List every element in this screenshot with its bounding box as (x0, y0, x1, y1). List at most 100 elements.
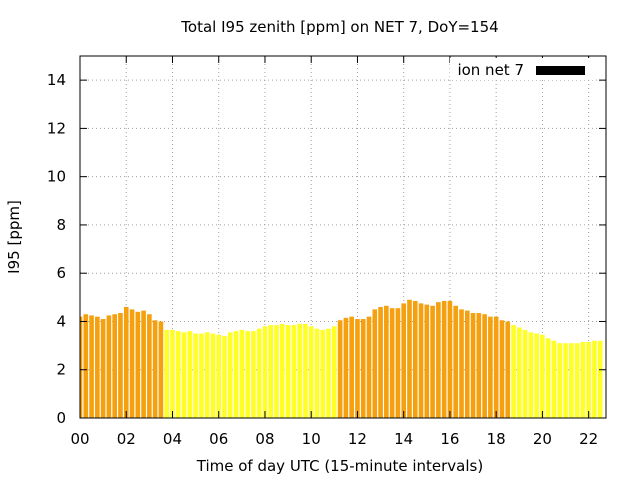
bar (274, 325, 279, 418)
bar (187, 331, 193, 418)
bar (378, 306, 383, 418)
bar (308, 326, 314, 418)
bar (464, 310, 470, 418)
y-tick-label: 6 (56, 264, 66, 282)
bar (522, 329, 528, 418)
bar (245, 331, 250, 418)
y-tick-label: 10 (47, 168, 66, 186)
x-tick-label: 04 (163, 430, 182, 448)
bar (320, 329, 326, 418)
bar (233, 331, 239, 418)
y-tick-label: 2 (56, 361, 66, 379)
bar (210, 333, 216, 418)
bar (112, 314, 117, 418)
x-tick-label: 12 (348, 430, 367, 448)
bar (303, 323, 308, 418)
bar (436, 302, 441, 418)
bar (95, 316, 100, 418)
plot-frame (79, 55, 607, 419)
bar (563, 343, 568, 418)
y-tick-label: 8 (56, 216, 66, 234)
x-tick-label: 20 (533, 430, 552, 448)
bar (407, 299, 412, 418)
bar (100, 319, 106, 418)
x-tick-label: 08 (255, 430, 274, 448)
bar (141, 310, 146, 418)
bar (372, 309, 378, 418)
ticks (79, 56, 606, 419)
bar (453, 305, 459, 418)
bar (349, 316, 354, 418)
bar (297, 323, 302, 418)
bar (557, 343, 563, 418)
bar (181, 332, 187, 418)
bar (586, 341, 591, 418)
bar (89, 315, 94, 418)
bar (251, 331, 256, 418)
legend-label: ion net 7 (457, 61, 524, 79)
bar (83, 314, 89, 418)
bar (118, 313, 123, 418)
bar (175, 331, 181, 418)
x-tick-label: 16 (440, 430, 459, 448)
bar (412, 300, 418, 418)
bar (314, 328, 320, 418)
y-tick-label: 14 (47, 71, 66, 89)
x-tick-label: 18 (487, 430, 506, 448)
bar (551, 340, 557, 418)
bar (337, 320, 343, 418)
grid (80, 56, 606, 418)
bar (355, 319, 360, 418)
bar (580, 341, 586, 418)
y-tick-labels: 0 2 4 6 8 10 12 14 (47, 71, 66, 427)
bar (256, 328, 262, 418)
bar (366, 316, 372, 418)
x-tick-label: 02 (117, 430, 136, 448)
y-axis-label: I95 [ppm] (5, 200, 23, 274)
bar (418, 303, 424, 418)
x-axis-label: Time of day UTC (15-minute intervals) (196, 457, 483, 475)
bar (123, 306, 129, 418)
y-tick-label: 12 (47, 119, 66, 137)
bars (80, 299, 603, 418)
x-tick-label: 22 (579, 430, 598, 448)
bar (545, 338, 551, 418)
x-tick-label: 06 (209, 430, 228, 448)
bar (193, 333, 198, 418)
bar (227, 332, 233, 418)
x-tick-label: 00 (70, 430, 89, 448)
bar (389, 308, 395, 418)
bar (488, 316, 493, 418)
bar (441, 300, 447, 418)
x-tick-label: 14 (394, 430, 413, 448)
bar (170, 329, 175, 418)
bar (493, 316, 499, 418)
bar (430, 305, 435, 418)
bar (574, 343, 580, 418)
bar (129, 309, 135, 418)
bar (597, 340, 603, 418)
bar (470, 313, 476, 418)
bar (222, 335, 227, 418)
bar (268, 325, 274, 418)
bar (332, 326, 337, 418)
bar (569, 343, 574, 418)
bar (291, 325, 297, 418)
bar (199, 333, 204, 418)
bar (285, 325, 291, 418)
bar (158, 321, 164, 418)
bar (152, 320, 158, 418)
bar (516, 327, 522, 418)
bar (505, 321, 511, 418)
x-tick-label: 10 (302, 430, 321, 448)
bar (482, 314, 487, 418)
bar (360, 319, 366, 418)
bar (528, 332, 534, 418)
bar (534, 333, 539, 418)
bar (326, 328, 331, 418)
legend-swatch (536, 66, 585, 75)
bar (343, 317, 349, 418)
bar (147, 314, 152, 418)
y-tick-label: 0 (56, 409, 66, 427)
bar (395, 308, 401, 418)
